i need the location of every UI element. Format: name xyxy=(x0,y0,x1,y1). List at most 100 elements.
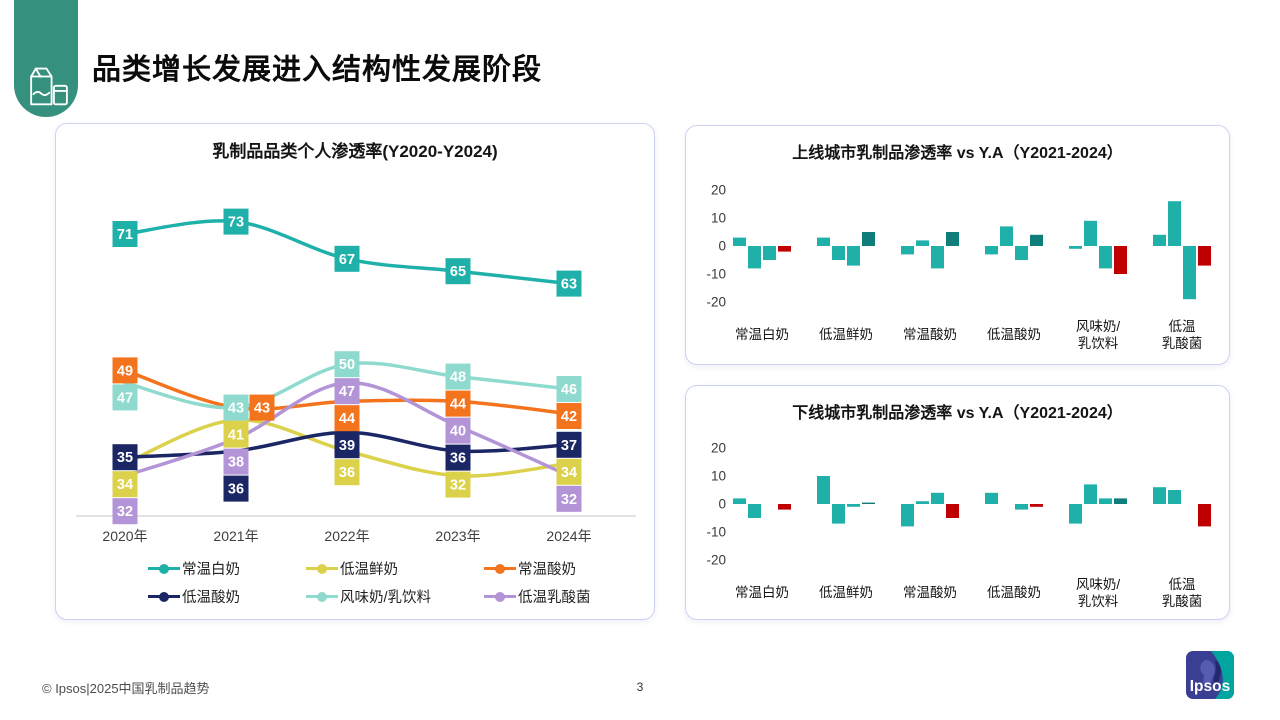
bar xyxy=(748,246,761,269)
data-label: 32 xyxy=(561,492,577,508)
line-chart-card: 乳制品品类个人渗透率(Y2020-Y2024) 2020年 2021年 2022年 2… xyxy=(55,123,655,620)
data-label: 41 xyxy=(228,428,244,444)
bar xyxy=(778,504,791,510)
data-label-box xyxy=(112,221,138,247)
data-label: 47 xyxy=(117,390,133,406)
bar xyxy=(1114,246,1127,274)
y-tick-label: 0 xyxy=(718,497,726,512)
bar xyxy=(1198,246,1211,266)
lower-bar-chart: 20 10 0 -10 -20 常温白奶 低温鲜奶 常温酸奶 低温酸奶 风味奶/乳饮料 低温乳酸菌 xyxy=(706,441,1211,609)
bar xyxy=(1099,498,1112,504)
data-label-box xyxy=(445,471,471,498)
data-label-box xyxy=(556,376,582,402)
bar xyxy=(1099,246,1112,269)
bar xyxy=(1069,504,1082,524)
y-tick-label: 20 xyxy=(711,183,726,198)
category-label: 低温乳酸菌 xyxy=(1162,319,1203,351)
category-label: 低温鲜奶 xyxy=(819,327,873,342)
page-title: 品类增长发展进入结构性发展阶段 xyxy=(92,54,543,86)
legend-label: 常温白奶 xyxy=(182,562,240,578)
data-label-box xyxy=(223,394,249,421)
data-label-box xyxy=(334,245,360,272)
data-label: 63 xyxy=(561,277,577,293)
copyright-text: © Ipsos|2025中国乳制品趋势 xyxy=(42,681,210,696)
data-label-box xyxy=(445,444,471,471)
data-label: 36 xyxy=(228,482,244,498)
category-label: 风味奶/乳饮料 xyxy=(1076,319,1120,351)
data-label: 32 xyxy=(117,504,133,520)
bar xyxy=(733,498,746,504)
data-label: 50 xyxy=(339,357,355,373)
data-label: 35 xyxy=(117,450,133,466)
legend-label: 风味奶/乳饮料 xyxy=(340,590,432,606)
upper-bar-chart: 20 10 0 -10 -20 常温白奶 低温鲜奶 常温酸奶 低温酸奶 风味奶/乳饮料 低温乳酸菌 xyxy=(706,183,1211,351)
upper-bar-chart-title: 上线城市乳制品渗透率 vs Y.A（Y2021-2024） xyxy=(792,145,1123,162)
data-label: 73 xyxy=(228,215,244,231)
data-label-box xyxy=(112,357,138,384)
y-tick-label: -10 xyxy=(706,267,726,282)
data-label: 38 xyxy=(228,455,244,471)
data-label-box xyxy=(334,432,360,459)
y-tick-label: -20 xyxy=(706,553,726,568)
data-label-box xyxy=(334,378,360,405)
data-label: 36 xyxy=(339,465,355,481)
data-label-box xyxy=(445,417,471,444)
bar xyxy=(847,246,860,266)
data-label: 67 xyxy=(339,252,355,268)
data-label: 34 xyxy=(117,477,133,493)
bar xyxy=(1015,504,1028,510)
data-label-box xyxy=(556,403,582,429)
bar xyxy=(916,240,929,246)
bar xyxy=(1069,246,1082,249)
bar xyxy=(1114,498,1127,504)
bar xyxy=(946,232,959,246)
data-label-box xyxy=(556,431,582,458)
legend-item: 风味奶/乳饮料 xyxy=(306,586,484,607)
legend-item: 低温鲜奶 xyxy=(306,558,484,579)
data-label: 42 xyxy=(561,409,577,425)
legend-item: 低温酸奶 xyxy=(148,586,306,607)
bar xyxy=(862,232,875,246)
legend-label: 低温酸奶 xyxy=(182,590,240,606)
ipsos-logo: Ipsos xyxy=(1186,651,1234,699)
page-number: 3 xyxy=(636,680,644,694)
data-label-box xyxy=(223,475,249,502)
data-label: 49 xyxy=(117,363,133,379)
bar xyxy=(1000,226,1013,246)
data-label-box xyxy=(249,394,275,421)
data-label: 32 xyxy=(450,478,466,494)
bar xyxy=(1153,234,1166,246)
x-axis-label: 2023年 xyxy=(435,528,480,544)
data-label-box xyxy=(334,459,360,486)
milk-carton-icon xyxy=(30,67,68,106)
legend-item: 低温乳酸菌 xyxy=(484,586,644,607)
bar xyxy=(763,246,776,260)
category-label: 常温酸奶 xyxy=(903,327,957,342)
bar xyxy=(832,504,845,524)
bar xyxy=(1198,504,1211,527)
bar xyxy=(985,492,998,504)
upper-bar-chart-card: 上线城市乳制品渗透率 vs Y.A（Y2021-2024） 20 10 0 -10 -2… xyxy=(685,125,1230,365)
category-label: 低温酸奶 xyxy=(987,327,1041,342)
x-axis-label: 2020年 xyxy=(102,528,147,544)
data-label: 43 xyxy=(228,401,244,417)
data-label-box xyxy=(223,208,249,235)
legend-item: 常温酸奶 xyxy=(484,558,644,579)
data-label-box xyxy=(556,270,582,297)
y-tick-label: 10 xyxy=(711,211,726,226)
data-label-box xyxy=(445,390,471,417)
bar xyxy=(1168,201,1181,246)
bar xyxy=(862,502,875,504)
data-label: 39 xyxy=(339,438,355,454)
category-label: 低温乳酸菌 xyxy=(1162,577,1203,609)
data-label-box xyxy=(556,485,582,512)
data-label: 37 xyxy=(561,438,577,454)
bar xyxy=(847,504,860,507)
data-label-box xyxy=(445,363,471,390)
bar xyxy=(778,246,791,252)
bar xyxy=(1153,487,1166,504)
bar xyxy=(817,476,830,504)
data-label: 44 xyxy=(339,411,355,427)
data-label: 71 xyxy=(117,227,133,243)
category-label: 低温鲜奶 xyxy=(819,585,873,600)
